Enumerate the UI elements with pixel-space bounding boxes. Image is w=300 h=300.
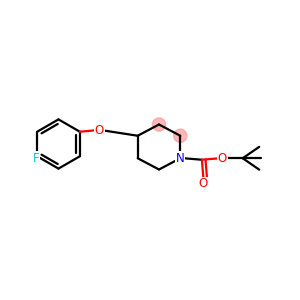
Text: O: O (95, 124, 104, 137)
Text: O: O (199, 177, 208, 190)
Text: F: F (33, 152, 40, 165)
Circle shape (174, 129, 187, 142)
Text: O: O (218, 152, 227, 165)
Text: N: N (176, 152, 185, 165)
Circle shape (152, 118, 166, 131)
